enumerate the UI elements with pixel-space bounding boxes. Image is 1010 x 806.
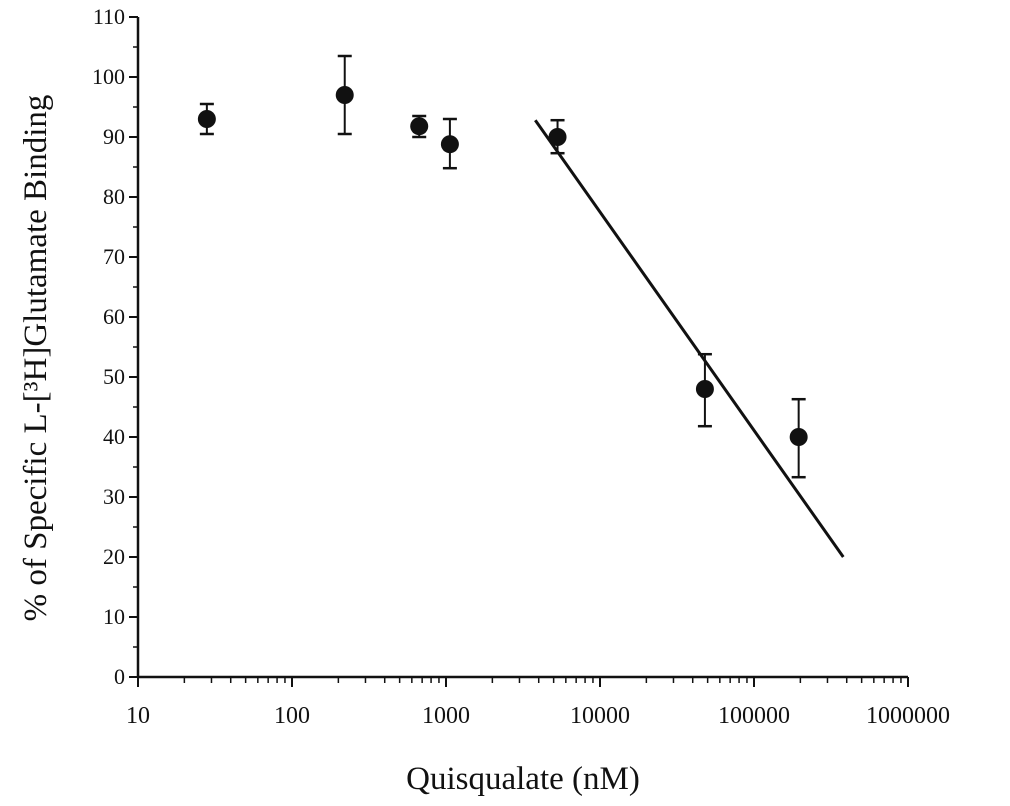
data-point xyxy=(410,117,429,136)
y-tick-label: 90 xyxy=(103,124,125,149)
y-tick-label: 0 xyxy=(114,664,125,689)
x-tick-label: 100000 xyxy=(718,703,790,729)
y-tick-label: 10 xyxy=(103,604,125,629)
y-tick-label: 80 xyxy=(103,184,125,209)
data-point xyxy=(335,86,354,104)
x-tick-label: 1000000 xyxy=(866,703,950,729)
x-axis: 10 100 1000 10000 100000 1000000 xyxy=(126,675,950,729)
data-point xyxy=(548,128,567,146)
x-tick-label: 100 xyxy=(274,703,310,729)
y-axis: 0 10 20 30 40 50 60 70 80 90 100 110 xyxy=(92,4,140,689)
y-tick-label: 100 xyxy=(92,64,125,89)
data-points-layer xyxy=(197,54,808,479)
fit-line-layer xyxy=(534,119,845,558)
data-point xyxy=(197,110,216,128)
y-tick-label: 110 xyxy=(93,4,125,29)
fit-line xyxy=(534,119,845,558)
data-point xyxy=(440,135,459,154)
y-tick-label: 30 xyxy=(103,484,125,509)
data-point xyxy=(789,428,808,446)
y-tick-label: 50 xyxy=(103,364,125,389)
y-tick-label: 70 xyxy=(103,244,125,269)
x-axis-title: Quisqualate (nM) xyxy=(406,761,640,797)
x-tick-label: 1000 xyxy=(422,703,470,729)
y-axis-title: % of Specific L-[³H]Glutamate Binding xyxy=(18,95,54,622)
x-tick-label: 10000 xyxy=(570,703,630,729)
data-point xyxy=(695,380,714,398)
y-tick-label: 20 xyxy=(103,544,125,569)
y-tick-label: 40 xyxy=(103,424,125,449)
x-tick-label: 10 xyxy=(126,703,150,729)
y-tick-label: 60 xyxy=(103,304,125,329)
